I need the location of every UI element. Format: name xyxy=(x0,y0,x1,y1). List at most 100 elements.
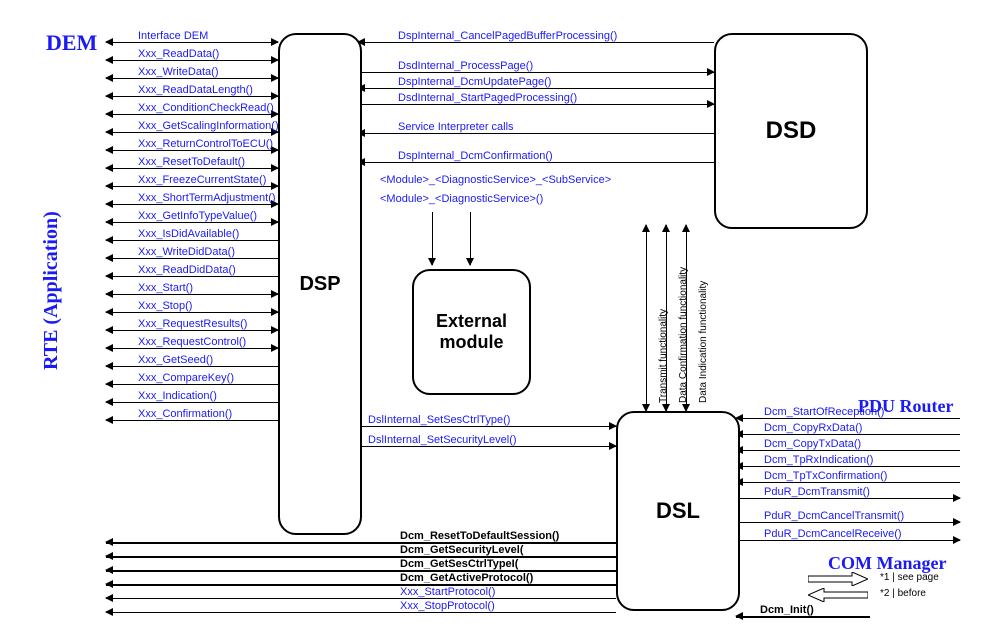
function-label: DspInternal_DcmConfirmation() xyxy=(398,150,553,162)
function-label: Dcm_CopyTxData() xyxy=(764,438,861,450)
function-label: Xxx_ShortTermAdjustment() xyxy=(138,192,276,204)
arrowhead-left-icon xyxy=(105,290,113,298)
function-label: Xxx_CompareKey() xyxy=(138,372,234,384)
function-label: DspInternal_CancelPagedBufferProcessing(… xyxy=(398,30,617,42)
connector-line xyxy=(106,42,278,43)
arrowhead-left-icon xyxy=(105,38,113,46)
connector-line xyxy=(106,420,278,421)
vertical-function-label: Transmit functionality xyxy=(658,309,669,403)
arrowhead-left-icon xyxy=(105,164,113,172)
connector-line xyxy=(736,498,960,499)
connector-line xyxy=(736,616,870,618)
arrowhead-left-icon xyxy=(105,56,113,64)
function-label: PduR_DcmTransmit() xyxy=(764,486,870,498)
function-label: Xxx_ReadDataLength() xyxy=(138,84,253,96)
connector-line xyxy=(358,426,616,427)
arrowhead-left-icon xyxy=(105,416,113,424)
function-label: Xxx_FreezeCurrentState() xyxy=(138,174,266,186)
arrowhead-left-icon xyxy=(105,608,113,616)
connector-line xyxy=(106,150,278,151)
dsp-module: DSP xyxy=(278,33,362,535)
function-label: Xxx_Confirmation() xyxy=(138,408,232,420)
connector-line xyxy=(106,168,278,169)
function-label: DsdInternal_StartPagedProcessing() xyxy=(398,92,577,104)
function-label: DslInternal_SetSesCtrlType() xyxy=(368,414,510,426)
connector-line xyxy=(106,598,616,599)
hollow-arrow-right-icon xyxy=(808,572,868,586)
arrowhead-left-icon xyxy=(105,538,113,546)
function-label: PduR_DcmCancelReceive() xyxy=(764,528,902,540)
dsd-module: DSD xyxy=(714,33,868,229)
vertical-function-label: Data Indication functionality xyxy=(698,281,709,403)
connector-line xyxy=(106,114,278,115)
arrowhead-left-icon xyxy=(105,362,113,370)
connector-line xyxy=(106,276,278,277)
external-label: External module xyxy=(414,311,529,353)
arrowhead-left-icon xyxy=(105,92,113,100)
connector-line xyxy=(106,542,616,544)
connector-line xyxy=(736,450,960,451)
hollow-arrow-left-icon xyxy=(808,588,868,602)
function-label: Xxx_ReadData() xyxy=(138,48,219,60)
connector-line xyxy=(358,162,714,163)
arrowhead-left-icon xyxy=(105,344,113,352)
connector-line xyxy=(358,88,714,89)
connector-line xyxy=(358,42,714,43)
connector-line xyxy=(106,584,616,586)
connector-line xyxy=(106,78,278,79)
arrowhead-left-icon xyxy=(735,612,743,620)
arrowhead-right-icon xyxy=(953,518,961,526)
connector-line xyxy=(106,612,616,613)
dsl-label: DSL xyxy=(656,498,700,524)
function-label: DsdInternal_ProcessPage() xyxy=(398,60,533,72)
dsp-label: DSP xyxy=(299,273,340,296)
arrowhead-left-icon xyxy=(105,380,113,388)
function-label: Xxx_GetInfoTypeValue() xyxy=(138,210,257,222)
arrowhead-left-icon xyxy=(105,398,113,406)
connector-line xyxy=(106,570,616,572)
connector-line xyxy=(106,222,278,223)
function-label: Xxx_Indication() xyxy=(138,390,217,402)
dsl-module: DSL xyxy=(616,411,740,611)
function-label: Xxx_ResetToDefault() xyxy=(138,156,245,168)
function-label: PduR_DcmCancelTransmit() xyxy=(764,510,904,522)
function-label: Dcm_ResetToDefaultSession() xyxy=(400,530,559,542)
function-label: <Module>_<DiagnosticService>() xyxy=(380,193,543,205)
function-label: <Module>_<DiagnosticService>_<SubService… xyxy=(380,174,611,186)
function-label: DslInternal_SetSecurityLevel() xyxy=(368,434,517,446)
arrowhead-down-icon xyxy=(466,258,474,266)
external-module: External module xyxy=(412,269,531,395)
connector-line xyxy=(106,556,616,558)
function-label: DspInternal_DcmUpdatePage() xyxy=(398,76,551,88)
function-label: Dcm_GetSecurityLevel( xyxy=(400,544,524,556)
connector-line xyxy=(736,482,960,483)
connector-line xyxy=(358,104,714,105)
arrowhead-left-icon xyxy=(105,254,113,262)
arrowhead-left-icon xyxy=(105,146,113,154)
arrowhead-left-icon xyxy=(105,594,113,602)
rte-title: RTE (Application) xyxy=(40,211,63,370)
connector-line xyxy=(106,402,278,403)
arrowhead-left-icon xyxy=(105,272,113,280)
connector-line xyxy=(736,540,960,541)
connector-line xyxy=(736,466,960,467)
connector-line xyxy=(106,258,278,259)
connector-line xyxy=(106,330,278,331)
connector-line xyxy=(106,240,278,241)
arrowhead-up-icon xyxy=(682,224,690,232)
function-label: Xxx_ReturnControlToECU() xyxy=(138,138,273,150)
function-label: Dcm_GetActiveProtocol() xyxy=(400,572,533,584)
connector-line xyxy=(358,133,714,134)
arrowhead-left-icon xyxy=(105,218,113,226)
function-label: Xxx_ConditionCheckRead() xyxy=(138,102,274,114)
arrowhead-left-icon xyxy=(105,580,113,588)
dem-title: DEM xyxy=(46,30,97,56)
arrowhead-left-icon xyxy=(105,128,113,136)
connector-line xyxy=(106,96,278,97)
connector-line xyxy=(106,294,278,295)
vertical-function-label: Data Confirmation functionality xyxy=(678,267,689,403)
connector-line xyxy=(358,446,616,447)
function-label: Xxx_StartProtocol() xyxy=(400,586,495,598)
arrowhead-left-icon xyxy=(105,74,113,82)
connector-line xyxy=(736,418,960,419)
